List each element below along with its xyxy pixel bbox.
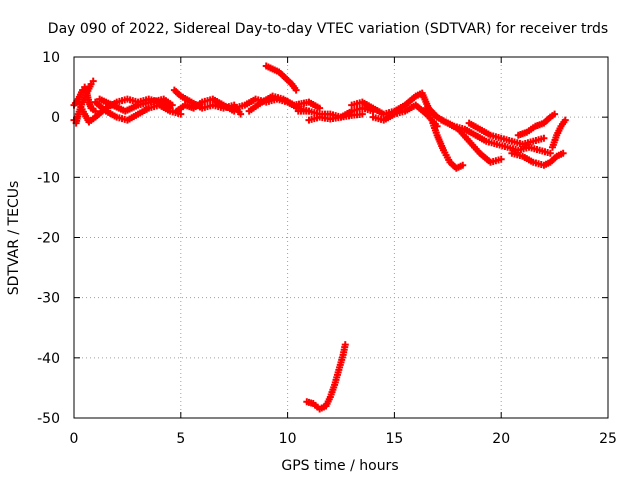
data-point [316,104,324,112]
data-series [262,62,300,94]
x-tick-label: 25 [599,431,617,447]
data-point [551,110,559,118]
x-tick-label: 10 [279,431,297,447]
data-points [70,62,569,413]
y-tick-labels: -50 -40 -30 -20 -10 0 10 [37,50,60,427]
data-series [305,110,366,124]
data-series [514,110,559,139]
x-axis-label: GPS time / hours [281,458,398,474]
data-point [168,101,176,109]
y-tick-label: 10 [42,50,60,66]
data-series [173,95,238,115]
data-series [508,149,567,169]
data-point [358,110,366,118]
data-series [245,92,324,115]
data-series [437,116,554,157]
x-tick-labels: 0 5 10 15 20 25 [70,431,617,447]
y-tick-label: 0 [51,110,60,126]
data-series [465,119,548,148]
y-tick-label: -20 [37,231,60,247]
x-tick-label: 20 [492,431,510,447]
data-series [429,119,467,172]
x-tick-label: 15 [385,431,403,447]
data-series [96,95,176,115]
data-series [548,116,569,151]
data-point [559,149,567,157]
y-axis-label: SDTVAR / TECUs [6,181,22,296]
chart-title: Day 090 of 2022, Sidereal Day-to-day VTE… [48,21,608,37]
x-tick-label: 5 [176,431,185,447]
y-tick-label: -50 [37,411,60,427]
data-point [91,107,99,115]
plot-frame [73,56,609,419]
data-point [561,116,569,124]
x-tick-label: 0 [70,431,79,447]
data-point [292,86,300,94]
data-point [546,149,554,157]
y-tick-label: -40 [37,351,60,367]
data-point [497,155,505,163]
data-point [540,134,548,142]
data-series [91,98,185,124]
data-point [459,161,467,169]
data-point [89,77,97,85]
y-tick-label: -10 [37,170,60,186]
data-point [237,110,245,118]
y-tick-label: -30 [37,291,60,307]
data-point [177,110,185,118]
data-series [303,341,349,413]
data-point [341,341,349,349]
